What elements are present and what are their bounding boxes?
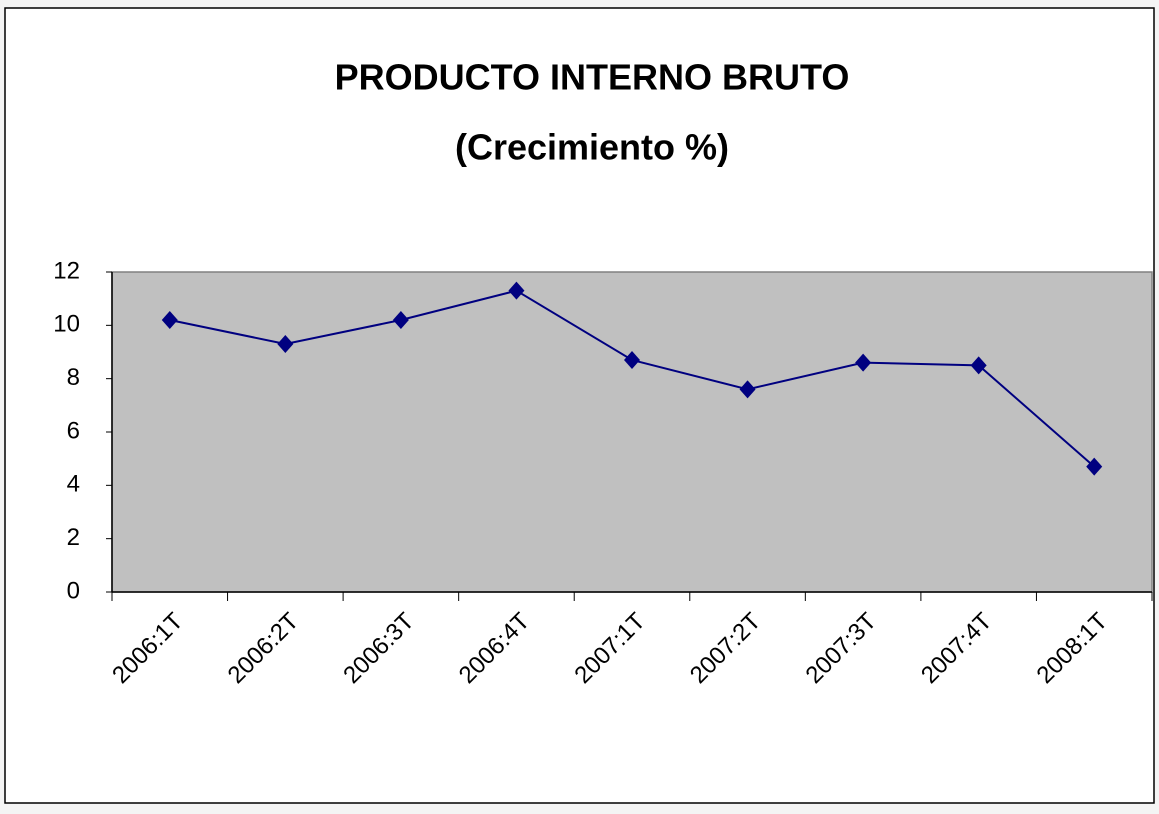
chart-title: PRODUCTO INTERNO BRUTO [335,57,850,98]
y-tick-label: 10 [53,311,80,338]
y-tick-label: 4 [67,471,80,498]
y-tick-label: 2 [67,524,80,551]
y-tick-label: 0 [67,577,80,604]
marker [739,380,756,399]
marker [392,311,409,329]
plot-area [111,271,1153,593]
marker [277,335,294,353]
marker [508,281,525,300]
marker [624,351,640,369]
y-tick-label: 12 [53,257,80,284]
y-tick-label: 6 [67,417,80,444]
chart-subtitle: (Crecimiento %) [455,127,729,168]
y-tick-label: 8 [67,364,80,391]
marker [1086,457,1103,476]
marker [161,311,178,329]
marker [970,356,987,375]
marker [855,353,872,372]
